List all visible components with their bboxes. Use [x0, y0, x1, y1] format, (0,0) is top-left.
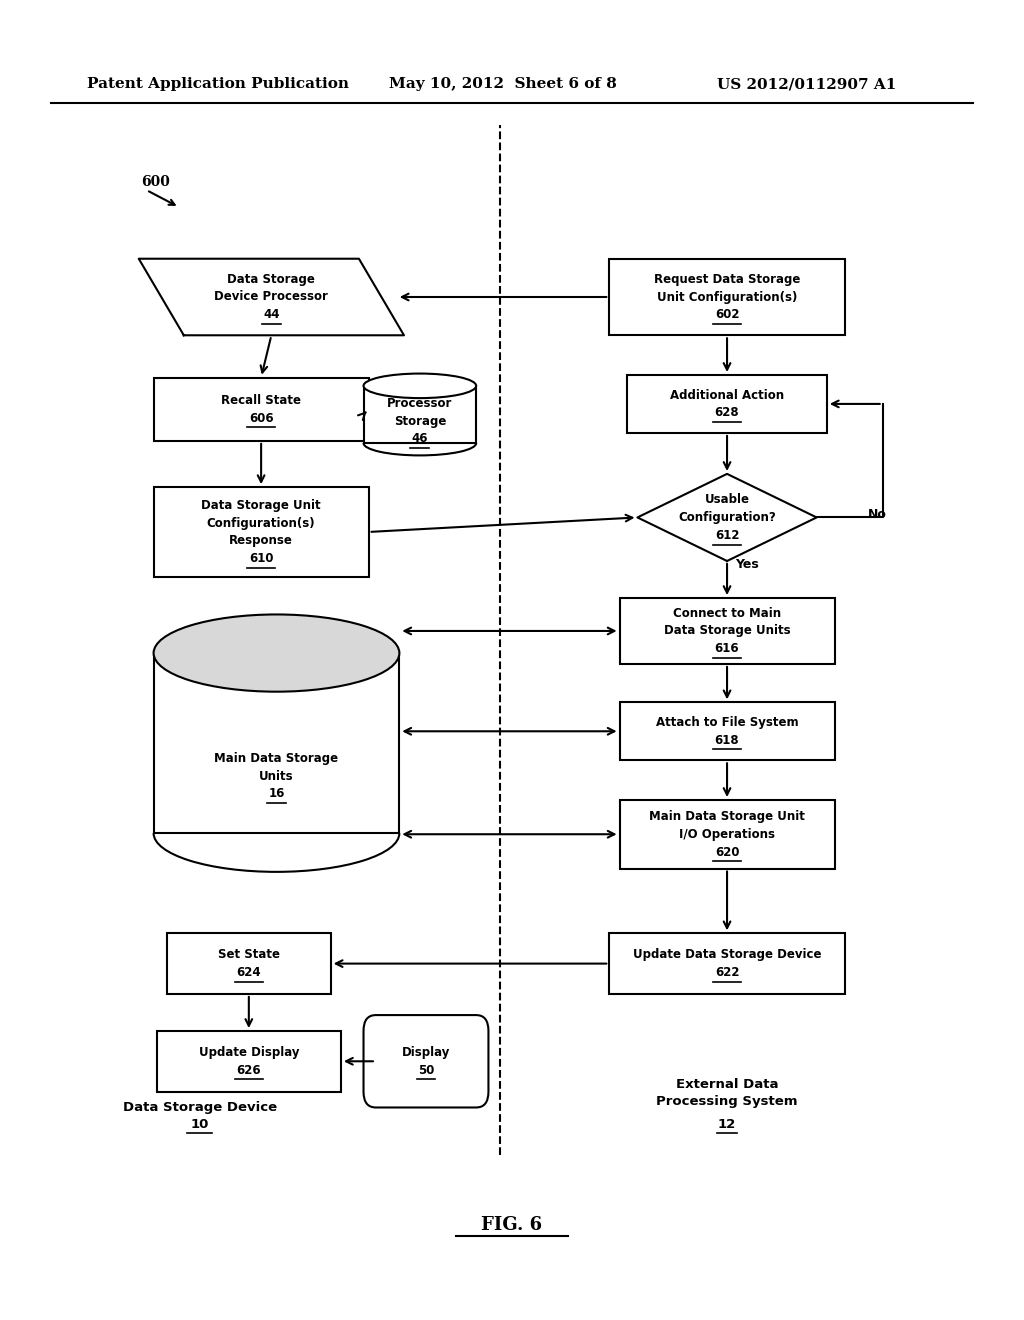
- Text: 600: 600: [141, 176, 170, 189]
- Text: Storage: Storage: [393, 414, 446, 428]
- Text: 620: 620: [715, 846, 739, 858]
- FancyBboxPatch shape: [627, 375, 826, 433]
- Text: External Data
Processing System: External Data Processing System: [656, 1078, 798, 1107]
- Polygon shape: [637, 474, 817, 561]
- Text: 618: 618: [715, 734, 739, 747]
- Text: Data Storage Units: Data Storage Units: [664, 624, 791, 638]
- Ellipse shape: [364, 374, 476, 399]
- FancyBboxPatch shape: [154, 653, 399, 833]
- Text: 46: 46: [412, 433, 428, 445]
- Text: 16: 16: [268, 788, 285, 800]
- Text: No: No: [868, 508, 887, 521]
- Text: Data Storage Unit: Data Storage Unit: [202, 499, 321, 512]
- FancyBboxPatch shape: [364, 1015, 488, 1107]
- FancyBboxPatch shape: [620, 598, 835, 664]
- Text: 44: 44: [263, 309, 280, 321]
- Text: Request Data Storage: Request Data Storage: [654, 273, 800, 285]
- Text: Units: Units: [259, 770, 294, 783]
- Text: 616: 616: [715, 643, 739, 655]
- Text: 628: 628: [715, 407, 739, 420]
- Text: Yes: Yes: [735, 558, 759, 572]
- FancyBboxPatch shape: [154, 487, 369, 577]
- Text: 610: 610: [249, 552, 273, 565]
- Text: 612: 612: [715, 529, 739, 541]
- FancyBboxPatch shape: [620, 702, 835, 760]
- Text: 622: 622: [715, 966, 739, 979]
- Text: Recall State: Recall State: [221, 393, 301, 407]
- Text: Response: Response: [229, 535, 293, 548]
- Text: 12: 12: [718, 1118, 736, 1131]
- Text: Configuration(s): Configuration(s): [207, 516, 315, 529]
- Text: Update Display: Update Display: [199, 1045, 299, 1059]
- Text: Device Processor: Device Processor: [214, 290, 329, 304]
- Text: Configuration?: Configuration?: [678, 511, 776, 524]
- Text: Unit Configuration(s): Unit Configuration(s): [656, 290, 798, 304]
- Text: Set State: Set State: [218, 948, 280, 961]
- Text: Main Data Storage Unit: Main Data Storage Unit: [649, 810, 805, 822]
- Text: FIG. 6: FIG. 6: [481, 1216, 543, 1234]
- Text: Additional Action: Additional Action: [670, 388, 784, 401]
- FancyBboxPatch shape: [364, 385, 476, 444]
- Text: 606: 606: [249, 412, 273, 425]
- Text: May 10, 2012  Sheet 6 of 8: May 10, 2012 Sheet 6 of 8: [389, 78, 617, 91]
- Text: 602: 602: [715, 309, 739, 321]
- FancyBboxPatch shape: [620, 800, 835, 869]
- Text: 626: 626: [237, 1064, 261, 1077]
- Text: Connect to Main: Connect to Main: [673, 607, 781, 619]
- Text: Display: Display: [401, 1045, 451, 1059]
- Text: Update Data Storage Device: Update Data Storage Device: [633, 948, 821, 961]
- Ellipse shape: [154, 615, 399, 692]
- FancyBboxPatch shape: [167, 933, 331, 994]
- Text: Processor: Processor: [387, 397, 453, 409]
- Text: Attach to File System: Attach to File System: [655, 715, 799, 729]
- FancyBboxPatch shape: [609, 259, 845, 335]
- Text: Usable: Usable: [705, 494, 750, 506]
- Text: Main Data Storage: Main Data Storage: [214, 752, 339, 764]
- Text: Patent Application Publication: Patent Application Publication: [87, 78, 349, 91]
- FancyBboxPatch shape: [154, 378, 369, 441]
- Text: Data Storage: Data Storage: [227, 273, 315, 285]
- Text: I/O Operations: I/O Operations: [679, 828, 775, 841]
- FancyBboxPatch shape: [157, 1031, 341, 1092]
- Text: 50: 50: [418, 1064, 434, 1077]
- Text: 624: 624: [237, 966, 261, 979]
- Text: US 2012/0112907 A1: US 2012/0112907 A1: [717, 78, 896, 91]
- FancyBboxPatch shape: [609, 933, 845, 994]
- Text: 10: 10: [190, 1118, 209, 1131]
- Text: Data Storage Device: Data Storage Device: [123, 1101, 276, 1114]
- Polygon shape: [139, 259, 403, 335]
